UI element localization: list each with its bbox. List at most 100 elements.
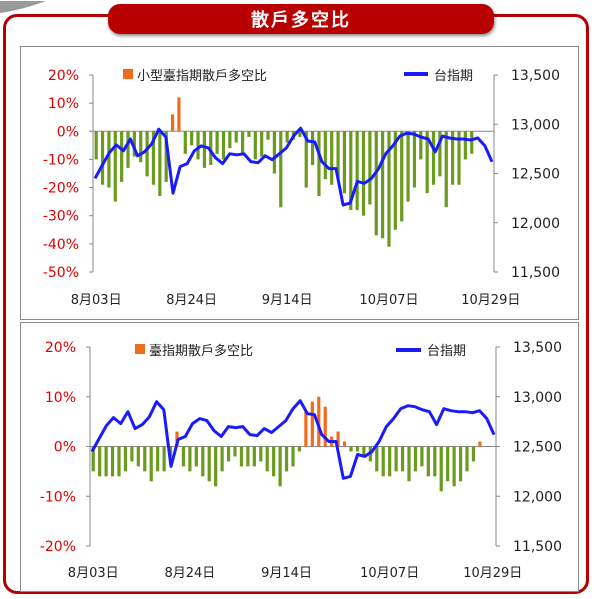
bar [143, 446, 147, 472]
bar [465, 446, 469, 472]
corner-swoosh [0, 0, 46, 14]
bar [130, 446, 134, 462]
bar [336, 431, 340, 447]
bar [400, 131, 404, 222]
bar [355, 446, 360, 452]
bar [170, 114, 175, 132]
bar [458, 446, 463, 482]
left-tick-label: 0% [57, 124, 79, 140]
bar [240, 131, 245, 154]
left-tick-label: -50% [43, 265, 79, 281]
right-tick-label: 13,000 [511, 117, 560, 133]
bar [151, 131, 156, 185]
legend-bar-label: 小型臺指期散戶多空比 [137, 68, 267, 84]
left-tick-label: -10% [43, 152, 79, 168]
bar [233, 446, 237, 457]
bar [297, 446, 302, 452]
left-tick-label: 20% [45, 340, 76, 356]
bar [234, 131, 238, 143]
bar [394, 446, 398, 472]
bar [298, 131, 302, 137]
bar [246, 446, 250, 467]
chart-1: 20% 10% 0% -10% -20% -30% -40% -50% 13,500 13,000… [43, 68, 560, 308]
bar [162, 446, 166, 472]
bar [126, 131, 130, 168]
bar [362, 446, 366, 457]
chart-2: 20% 10% 0% -10% -20% 13,500 13,000 12,500 12,000… [40, 340, 562, 581]
chart-panel-2: 20% 10% 0% -10% -20% 13,500 13,000 12,500 12,000… [20, 322, 579, 592]
bar [265, 446, 269, 472]
x-tick-label: 9月14日 [262, 293, 313, 308]
bar [342, 441, 347, 447]
bar [284, 446, 289, 472]
bar [123, 446, 128, 472]
left-tick-label: -30% [43, 209, 79, 225]
bar [452, 446, 456, 487]
right-tick-label: 11,500 [513, 539, 562, 555]
bar [158, 131, 162, 197]
bar [310, 401, 314, 447]
bar [451, 131, 455, 185]
left-tick-label: -20% [40, 539, 76, 555]
bar [104, 446, 108, 477]
bar [406, 131, 410, 202]
bar [214, 446, 218, 487]
bar [470, 131, 474, 154]
right-tick-label: 12,000 [513, 489, 562, 505]
bar [190, 131, 194, 146]
bar [446, 446, 450, 482]
left-tick-label: 10% [48, 96, 79, 112]
bar [272, 446, 276, 477]
bar [426, 446, 430, 477]
bar [252, 446, 256, 467]
x-tick-label: 8月03日 [68, 566, 119, 581]
bar [113, 131, 117, 202]
index-line [90, 399, 496, 480]
bar [381, 131, 385, 239]
bar [194, 446, 198, 467]
bar [139, 131, 143, 163]
legend-line-label: 台指期 [427, 344, 466, 359]
x-tick-label: 10月07日 [359, 293, 418, 308]
bar [463, 131, 467, 160]
bar [425, 131, 429, 194]
bar [220, 446, 224, 472]
bar [260, 131, 264, 157]
bar [349, 131, 353, 211]
chart-panel-1: 20% 10% 0% -10% -20% -30% -40% -50% 13,500 13,000… [20, 46, 579, 320]
bar [355, 131, 359, 211]
bar [323, 131, 327, 180]
bar [201, 446, 205, 477]
bar [368, 131, 372, 205]
bar [207, 446, 211, 482]
bar [226, 446, 231, 462]
bar [438, 131, 442, 177]
bar [156, 446, 160, 472]
bar [228, 131, 232, 149]
bar [202, 131, 206, 168]
legend-bar-swatch [123, 69, 133, 79]
right-tick-label: 11,500 [511, 265, 560, 281]
left-tick-label: -40% [43, 237, 79, 253]
bar [247, 131, 251, 137]
bar [259, 446, 263, 462]
bar [400, 446, 405, 472]
title-tab: 散戶多空比 [108, 4, 494, 34]
bar [310, 131, 315, 166]
bar [196, 131, 200, 160]
left-tick-label: 10% [45, 390, 76, 406]
bar [374, 131, 378, 236]
bar [336, 131, 340, 180]
right-tick-label: 13,500 [513, 340, 562, 356]
x-tick-label: 9月14日 [261, 566, 312, 581]
bar [94, 131, 98, 160]
bar [431, 131, 436, 185]
page-title: 散戶多空比 [251, 10, 351, 31]
bar [145, 131, 149, 177]
bar [323, 406, 327, 447]
bar [107, 131, 111, 188]
bar [342, 131, 347, 194]
bar [285, 131, 289, 143]
bar [149, 446, 153, 482]
x-tick-label: 8月24日 [166, 293, 217, 308]
